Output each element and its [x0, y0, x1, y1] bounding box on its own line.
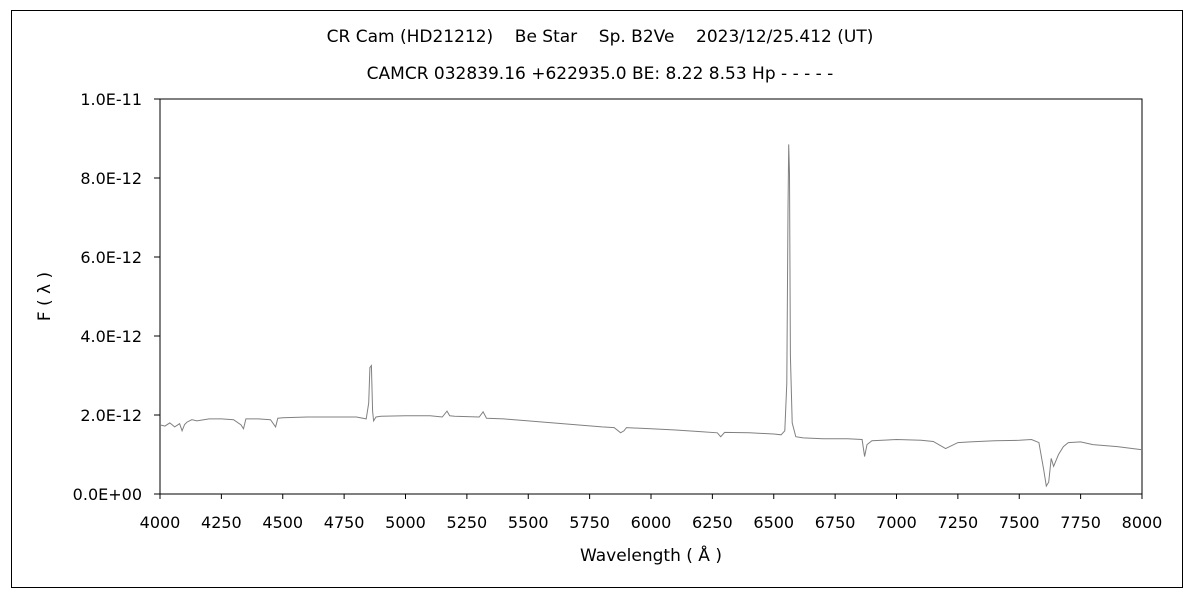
- x-axis-label: Wavelength ( Å ): [580, 544, 722, 566]
- x-tick-label: 7250: [938, 513, 979, 532]
- x-tick-label: 4750: [324, 513, 365, 532]
- x-tick-label: 6750: [815, 513, 856, 532]
- y-axis: 0.0E+00 2.0E-12 4.0E-12 6.0E-12 8.0E-12 1.0E-…: [73, 90, 160, 504]
- x-tick-label: 5500: [508, 513, 549, 532]
- y-axis-label: F ( λ ): [35, 272, 55, 321]
- y-tick-label: 6.0E-12: [80, 248, 142, 267]
- plot-area: [159, 98, 1143, 495]
- x-axis: 4000 4250 4500 4750 5000 5250 5500 5750 6000 6250…: [140, 494, 1163, 532]
- x-tick-label: 5000: [385, 513, 426, 532]
- y-tick-label: 8.0E-12: [80, 169, 142, 188]
- x-tick-label: 6000: [631, 513, 672, 532]
- y-tick-label: 4.0E-12: [80, 327, 142, 346]
- x-tick-label: 6250: [692, 513, 733, 532]
- chart-subtitle: CAMCR 032839.16 +622935.0 BE: 8.22 8.53 …: [366, 64, 834, 84]
- x-tick-label: 4000: [140, 513, 181, 532]
- spectrum-line: [159, 144, 1143, 488]
- x-tick-label: 4500: [262, 513, 303, 532]
- x-tick-label: 5750: [569, 513, 610, 532]
- x-tick-label: 8000: [1122, 513, 1163, 532]
- x-tick-label: 7500: [999, 513, 1040, 532]
- x-tick-label: 5250: [447, 513, 488, 532]
- x-tick-label: 7000: [876, 513, 917, 532]
- x-tick-label: 4250: [201, 513, 242, 532]
- y-tick-label: 2.0E-12: [80, 406, 142, 425]
- x-tick-label: 7750: [1060, 513, 1101, 532]
- y-tick-label: 0.0E+00: [73, 485, 142, 504]
- chart-title: CR Cam (HD21212) Be Star Sp. B2Ve 2023/1…: [326, 27, 874, 47]
- y-tick-label: 1.0E-11: [80, 90, 142, 109]
- x-tick-label: 6500: [753, 513, 794, 532]
